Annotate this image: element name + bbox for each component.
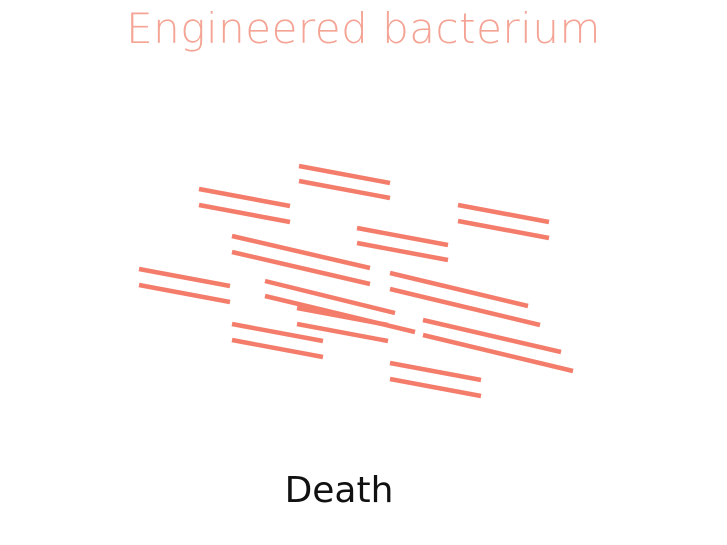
- bacterium-pair: [356, 225, 449, 263]
- bacterium-pair: [198, 186, 291, 225]
- bacterium-pair: [422, 317, 574, 374]
- bacterium-pair: [231, 321, 324, 360]
- bacterium-pair: [231, 233, 371, 287]
- bacterium-pair: [138, 266, 231, 305]
- bacterium-pair: [389, 360, 482, 399]
- bacterium-pair: [457, 202, 550, 241]
- bacterium-pair: [389, 270, 541, 328]
- diagram-title: Engineered bacterium: [126, 4, 601, 53]
- bacterium-pair: [298, 163, 391, 201]
- bacterium-pair: [296, 305, 389, 344]
- death-label: Death: [284, 470, 394, 511]
